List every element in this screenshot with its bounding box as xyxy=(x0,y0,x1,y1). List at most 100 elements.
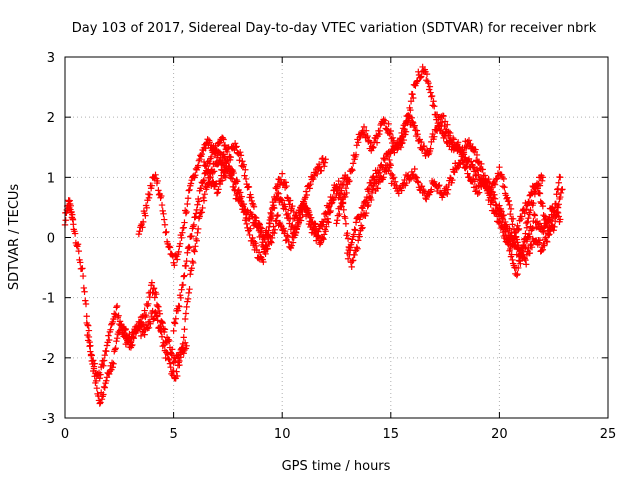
data-point xyxy=(101,384,109,391)
data-point xyxy=(273,217,280,224)
data-point xyxy=(234,190,241,197)
data-point xyxy=(146,191,153,198)
data-point xyxy=(383,125,390,133)
data-point xyxy=(137,322,144,329)
data-point xyxy=(427,89,434,96)
data-point xyxy=(496,219,504,227)
data-point xyxy=(184,200,191,208)
data-point xyxy=(496,202,503,209)
data-point xyxy=(465,137,473,144)
data-point xyxy=(184,249,191,256)
data-point xyxy=(352,219,360,226)
data-point xyxy=(67,202,74,210)
data-point xyxy=(294,221,302,229)
data-point xyxy=(454,139,462,146)
data-point xyxy=(215,140,222,147)
data-point xyxy=(409,171,416,179)
data-point xyxy=(466,173,473,181)
data-point xyxy=(178,345,185,352)
data-point xyxy=(554,185,562,193)
x-tick-label: 5 xyxy=(169,427,177,442)
data-point xyxy=(239,202,246,209)
data-point xyxy=(536,190,544,197)
data-point xyxy=(237,148,244,156)
data-point xyxy=(305,211,312,218)
data-point xyxy=(177,354,185,361)
data-point xyxy=(312,169,319,176)
data-point xyxy=(430,98,437,105)
data-point xyxy=(171,262,178,269)
data-point xyxy=(108,321,115,328)
data-point xyxy=(192,210,200,217)
data-point xyxy=(227,153,234,161)
data-point xyxy=(538,247,545,254)
series-2 xyxy=(83,156,229,382)
data-point xyxy=(158,333,166,340)
data-point xyxy=(118,324,125,332)
data-point xyxy=(444,186,452,193)
y-tick-label: 1 xyxy=(47,171,55,186)
x-tick-label: 20 xyxy=(491,427,508,442)
data-point xyxy=(160,210,167,218)
data-point xyxy=(241,172,248,179)
data-point xyxy=(243,220,250,228)
data-point xyxy=(355,237,362,244)
data-point xyxy=(279,197,286,204)
data-point xyxy=(441,122,448,130)
data-point xyxy=(166,360,174,367)
series-9 xyxy=(496,172,547,279)
data-point xyxy=(382,162,389,169)
data-point xyxy=(546,226,554,233)
data-point xyxy=(249,213,256,220)
data-point xyxy=(166,243,173,250)
data-point xyxy=(100,383,108,391)
data-point xyxy=(557,193,564,201)
data-point xyxy=(522,219,530,227)
data-point xyxy=(325,219,332,226)
data-point xyxy=(96,400,103,407)
data-point xyxy=(350,231,358,238)
data-point xyxy=(491,181,499,188)
data-point xyxy=(503,235,510,243)
data-point xyxy=(233,191,240,199)
data-point xyxy=(306,185,313,192)
data-point xyxy=(418,73,425,80)
data-point xyxy=(472,146,479,153)
data-point xyxy=(208,153,215,160)
data-point xyxy=(290,208,297,216)
data-point xyxy=(231,186,238,193)
data-point xyxy=(362,197,370,204)
data-point xyxy=(176,303,183,310)
data-point xyxy=(331,194,339,202)
data-point xyxy=(539,246,547,253)
data-point xyxy=(179,344,186,351)
data-point xyxy=(428,92,436,100)
data-point xyxy=(178,286,185,293)
data-point xyxy=(475,189,483,196)
data-point xyxy=(552,200,560,208)
data-point xyxy=(265,227,272,234)
data-point xyxy=(545,231,552,239)
data-point xyxy=(194,229,201,237)
data-point xyxy=(348,166,355,173)
data-point xyxy=(286,197,294,204)
data-point xyxy=(507,245,514,253)
data-point xyxy=(521,235,528,242)
data-point xyxy=(197,184,205,192)
data-point xyxy=(151,294,158,301)
data-point xyxy=(318,222,325,229)
data-point xyxy=(268,234,276,242)
data-point xyxy=(161,326,169,333)
data-point xyxy=(538,228,546,235)
data-point xyxy=(108,320,116,327)
data-point xyxy=(344,255,352,262)
data-point xyxy=(464,170,471,177)
data-point xyxy=(177,294,185,302)
data-point xyxy=(531,191,539,198)
data-point xyxy=(453,165,460,172)
data-point xyxy=(319,154,326,162)
data-point xyxy=(495,219,502,226)
data-point xyxy=(180,350,187,357)
data-point xyxy=(520,242,527,249)
data-point xyxy=(176,361,183,369)
